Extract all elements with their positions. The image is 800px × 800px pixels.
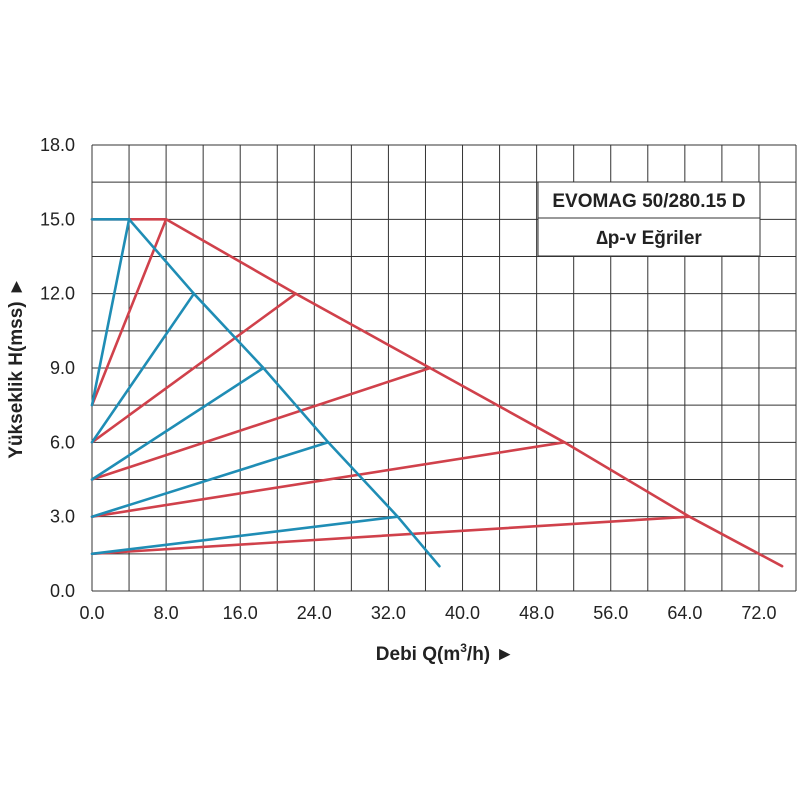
x-tick-label: 0.0	[79, 603, 104, 623]
x-tick-label: 56.0	[593, 603, 628, 623]
series-line	[90, 515, 400, 556]
y-tick-label: 15.0	[40, 209, 75, 229]
series-line	[90, 292, 196, 444]
y-tick-label: 12.0	[40, 284, 75, 304]
chart-title: EVOMAG 50/280.15 D	[552, 191, 745, 212]
y-tick-label: 9.0	[50, 358, 75, 378]
legend-box: EVOMAG 50/280.15 D ∆p-v Eğriler	[537, 181, 761, 257]
x-tick-label: 64.0	[667, 603, 702, 623]
x-tick-label: 72.0	[741, 603, 776, 623]
chart-subtitle: ∆p-v Eğriler	[596, 228, 702, 249]
y-tick-label: 18.0	[40, 135, 75, 155]
y-tick-label: 3.0	[50, 507, 75, 527]
series-line	[90, 292, 298, 444]
x-tick-label: 16.0	[223, 603, 258, 623]
y-axis-title: Yükseklik H(mss) ►	[6, 277, 27, 458]
series-line	[90, 440, 330, 519]
series-line	[90, 218, 784, 568]
x-axis-title-sup: 3	[460, 641, 467, 655]
x-tick-label: 32.0	[371, 603, 406, 623]
x-tick-label: 8.0	[154, 603, 179, 623]
series-line	[90, 366, 265, 481]
x-axis-title: Debi Q(m3/h) ►	[376, 641, 514, 665]
tick-labels: 0.0 8.0 16.0 24.0 32.0 40.0 48.0 56.0 64.0 72.0 0.…	[40, 135, 777, 623]
y-tick-label: 0.0	[50, 581, 75, 601]
x-tick-label: 48.0	[519, 603, 554, 623]
series-line	[90, 218, 131, 407]
x-axis-title-prefix: Debi Q(m	[376, 644, 460, 665]
series-line	[90, 218, 168, 407]
x-tick-label: 24.0	[297, 603, 332, 623]
x-tick-label: 40.0	[445, 603, 480, 623]
series-line	[90, 366, 432, 481]
series-lines	[90, 218, 784, 568]
y-tick-label: 6.0	[50, 432, 75, 452]
x-axis-title-suffix: /h) ►	[467, 644, 514, 665]
series-line	[90, 515, 691, 556]
series-line	[90, 440, 566, 519]
legend-subtitle-box	[537, 217, 761, 257]
